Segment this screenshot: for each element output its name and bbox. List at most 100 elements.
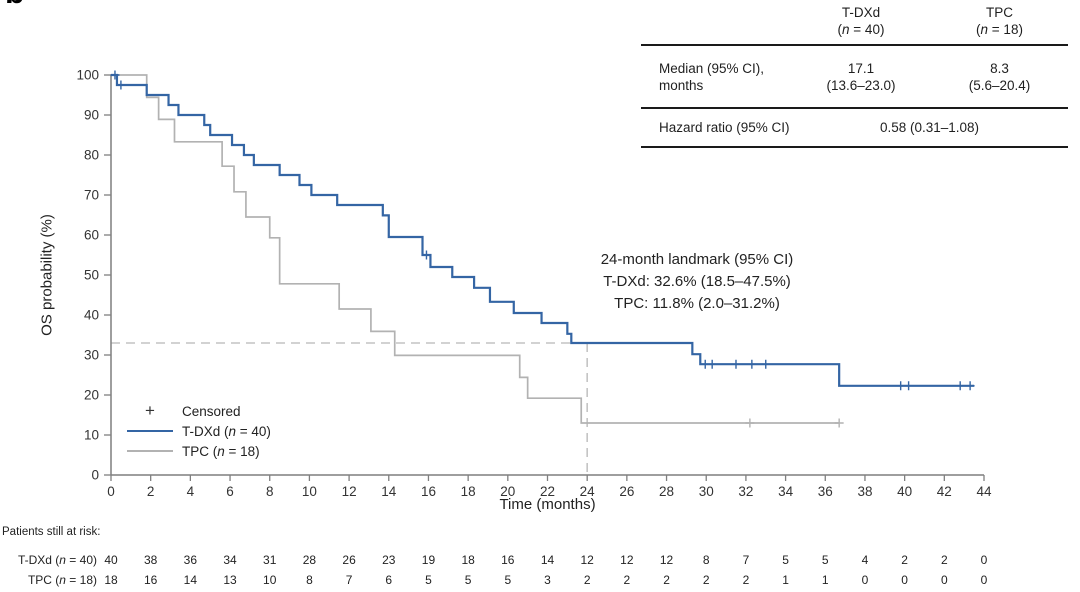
censor-mark [904,381,914,391]
y-tick-label: 40 [84,308,99,323]
at-risk-tpc-count: 14 [183,573,198,587]
y-tick-label: 50 [84,268,99,283]
x-tick-label: 6 [226,484,234,499]
x-tick-label: 14 [381,484,397,499]
legend-item-tpc: TPC (n = 18) [127,441,271,461]
y-tick-label: 90 [84,108,99,123]
at-risk-tpc-count: 16 [143,573,158,587]
km-curve-tdxd [111,73,975,387]
legend: + Censored T-DXd (n = 40) TPC (n = 18) [127,401,271,461]
at-risk-tdxd-count: 31 [263,553,277,567]
at-risk-tdxd-count: 8 [702,553,710,567]
x-tick-label: 22 [540,484,555,499]
at-risk-tpc-count: 0 [940,573,948,587]
censor-mark [421,250,431,260]
at-risk-tdxd-count: 36 [183,553,198,567]
x-tick-label: 10 [302,484,317,499]
x-tick-label: 44 [976,484,992,499]
at-risk-tdxd-count: 18 [461,553,475,567]
median-label: Median (95% CI), months [659,60,765,93]
hazard-value: 0.58 (0.31–1.08) [879,120,980,135]
stats-header-tdxd: T-DXd (n = 40) [837,5,885,37]
y-tick-label: 0 [91,468,99,483]
x-tick-label: 26 [619,484,634,499]
x-tick-label: 28 [659,484,674,499]
stats-row-hazard: Hazard ratio (95% CI) 0.58 (0.31–1.08) [641,109,1068,148]
at-risk-tdxd-count: 34 [223,553,237,567]
hazard-label: Hazard ratio (95% CI) [659,120,790,135]
at-risk-row-tpc: TPC (n = 18) 18 16 14 13 10 8 7 6 5 5 5 3 2 2 2 2 2 1 1 0 0 0… [0,573,1080,587]
at-risk-tpc-count: 10 [263,573,277,587]
landmark-annotation-line3: TPC: 11.8% (2.0–31.2%) [614,295,780,312]
y-tick-label: 70 [84,188,99,203]
tpc-line-icon [127,450,173,452]
stats-header-tpc: TPC (n = 18) [976,5,1023,37]
at-risk-tdxd-count: 2 [901,553,908,567]
at-risk-tdxd-count: 12 [659,553,674,567]
x-tick-label: 4 [187,484,195,499]
median-value-tdxd: 17.1 (13.6–23.0) [826,60,896,93]
censor-mark [834,418,844,428]
at-risk-tpc-count: 13 [223,573,237,587]
at-risk-tpc-count: 1 [782,573,789,587]
at-risk-tpc-count: 2 [583,573,591,587]
x-tick-label: 0 [107,484,115,499]
at-risk-tpc-count: 18 [104,573,118,587]
x-tick-label: 18 [461,484,476,499]
tdxd-line-icon [127,430,173,432]
stats-row-median: Median (95% CI), months 17.1 (13.6–23.0)… [641,46,1068,109]
at-risk-row-tdxd: T-DXd (n = 40) 40 38 36 34 31 28 26 23 19 18 16 14 1… [0,553,1080,567]
at-risk-tpc-count: 1 [821,573,829,587]
x-tick-label: 30 [699,484,714,499]
censored-plus-icon: + [145,401,155,420]
at-risk-tpc-count: 5 [425,573,432,587]
at-risk-tpc-count: 3 [544,573,551,587]
at-risk-tdxd-count: 5 [782,553,789,567]
at-risk-tdxd-count: 5 [821,553,829,567]
at-risk-tpc-count: 0 [980,573,988,587]
censor-mark [965,381,975,391]
censor-mark [731,359,741,369]
at-risk-tpc-count: 2 [742,573,750,587]
y-tick-label: 80 [84,148,99,163]
stats-table-header: T-DXd (n = 40) TPC (n = 18) [641,4,1068,46]
x-tick-label: 42 [937,484,952,499]
at-risk-tdxd-count: 12 [580,553,594,567]
censor-mark [955,381,965,391]
x-tick-label: 36 [818,484,833,499]
legend-label-tpc: TPC (n = 18) [182,443,260,459]
y-tick-label: 20 [84,388,99,403]
legend-label-censored: Censored [182,403,241,419]
censor-mark [761,359,771,369]
y-tick-label: 30 [84,348,99,363]
x-tick-label: 16 [421,484,436,499]
censor-mark [745,418,755,428]
at-risk-tdxd-count: 23 [382,553,396,567]
legend-item-tdxd: T-DXd (n = 40) [127,421,271,441]
km-curve-tpc [111,74,840,424]
at-risk-tdxd-count: 19 [421,553,436,567]
at-risk-tpc-count: 5 [504,573,512,587]
stats-header-spacer [641,4,791,38]
at-risk-tpc-count: 6 [385,573,393,587]
at-risk-tpc-count: 8 [306,573,313,587]
at-risk-label-tpc: TPC (n = 18) [27,573,97,587]
at-risk-tdxd-count: 12 [620,553,634,567]
x-axis-title: Time (months) [499,496,596,513]
censor-mark [110,70,120,80]
landmark-annotation: 24-month landmark (95% CI) T-DXd: 32.6% … [545,249,849,315]
legend-label-tdxd: T-DXd (n = 40) [182,423,271,439]
at-risk-tpc-count: 5 [464,573,472,587]
x-tick-label: 12 [342,484,357,499]
at-risk-tpc-count: 2 [702,573,710,587]
landmark-annotation-line2: T-DXd: 32.6% (18.5–47.5%) [603,273,791,290]
x-tick-label: 32 [738,484,753,499]
at-risk-tdxd-count: 0 [980,553,988,567]
x-tick-label: 38 [857,484,872,499]
at-risk-tdxd-count: 14 [540,553,555,567]
y-axis-title: OS probability (%) [38,214,56,336]
at-risk-label-tdxd: T-DXd (n = 40) [17,553,97,567]
at-risk-tdxd-count: 26 [342,553,356,567]
